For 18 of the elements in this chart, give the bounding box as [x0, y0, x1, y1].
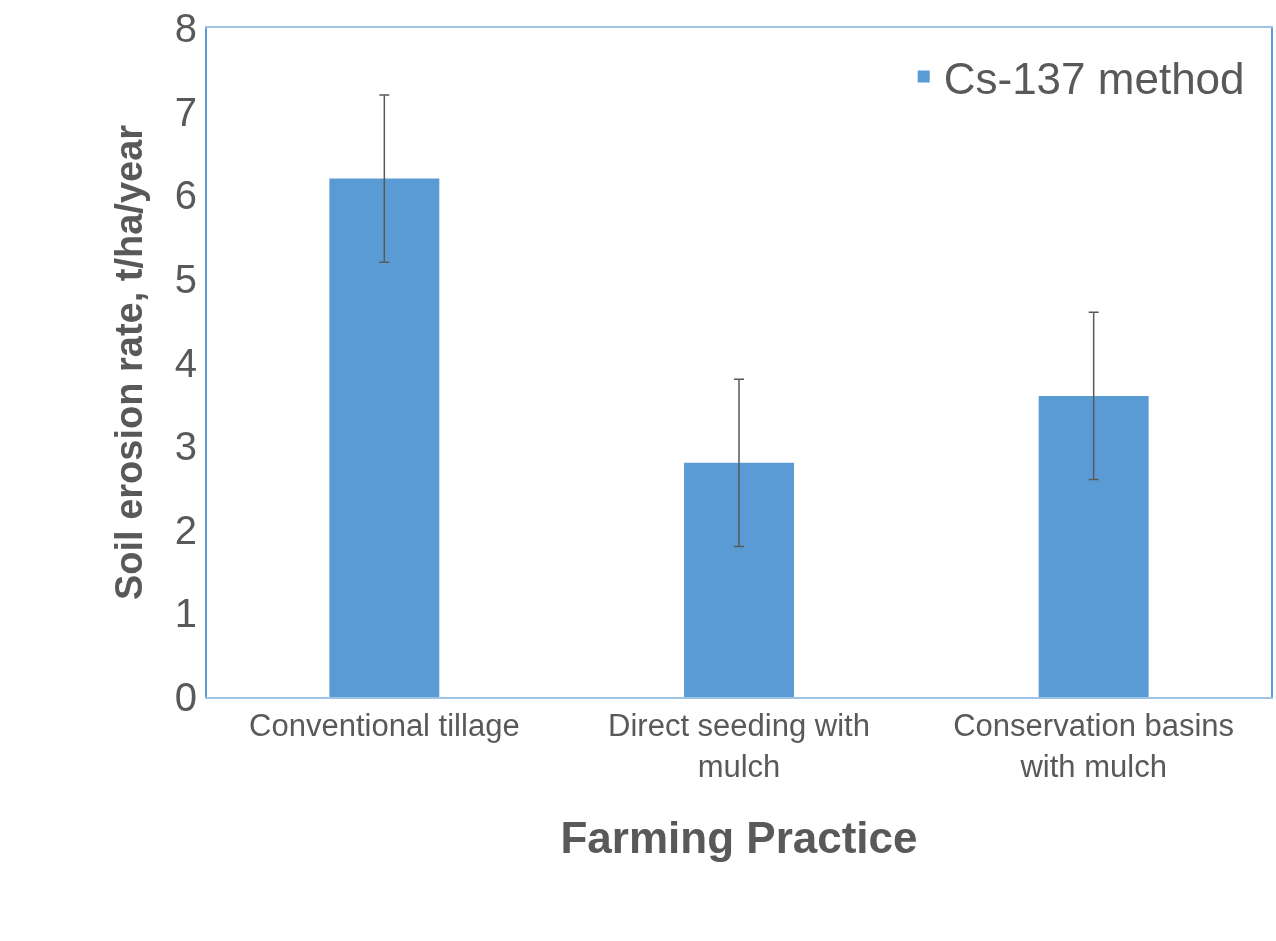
x-tick-label: Conservation basins with mulch [953, 708, 1235, 784]
x-tick-label: Conventional tillage [249, 708, 520, 744]
y-tick-label: 1 [174, 591, 197, 636]
y-tick-label: 7 [174, 89, 197, 134]
y-tick-label: 8 [174, 6, 197, 50]
y-axis-title: Soil erosion rate, t/ha/year [108, 124, 151, 601]
y-tick-label: 5 [174, 256, 197, 301]
y-tick-label: 2 [174, 507, 197, 552]
y-tick-label: 6 [174, 173, 197, 218]
y-tick-label: 0 [174, 675, 197, 719]
x-tick-label: Direct seeding with mulch [608, 708, 870, 784]
bar [684, 462, 794, 697]
x-axis-title: Farming Practice [560, 813, 918, 863]
bar [1038, 395, 1149, 697]
y-tick-label: 4 [174, 340, 197, 385]
legend-label: Cs-137 method [943, 53, 1245, 103]
bar [329, 178, 440, 697]
y-tick-label: 3 [174, 424, 197, 469]
